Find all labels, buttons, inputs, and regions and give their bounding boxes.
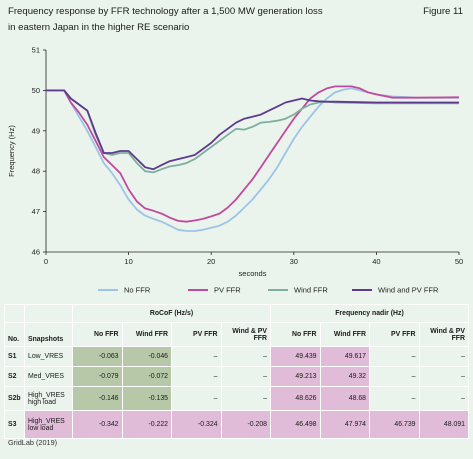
table-cell: –	[220, 366, 271, 387]
row-snapshot: High_VRES low load	[24, 410, 73, 439]
x-tick-label: 30	[290, 257, 298, 266]
row-id: S3	[4, 410, 25, 439]
legend-label-1: No FFR	[124, 286, 151, 295]
frequency-chart: 0 10 20 30 40 50 46 47 48 49 50 51 seconds Frequency …	[7, 46, 463, 295]
table-cell: -0.208	[220, 410, 271, 439]
y-axis-title: Frequency (Hz)	[7, 125, 16, 177]
table-cell: –	[369, 366, 420, 387]
col-snapshots-label: Snapshots	[24, 322, 73, 347]
table-row: S3 High_VRES low load -0.342 -0.222 -0.3…	[4, 410, 469, 439]
series-line-4	[46, 89, 459, 171]
table-cell: 46.498	[270, 410, 321, 439]
x-tick-label: 0	[44, 257, 48, 266]
figure-title: Frequency response by FFR technology aft…	[8, 4, 408, 36]
table-column-header-row: No. Snapshots No FFR Wind FFR PV FFR Win…	[4, 322, 469, 347]
col-nadir-pv-ffr: PV FFR	[369, 322, 420, 347]
row-id: S1	[4, 346, 25, 367]
table-cell: –	[171, 386, 222, 411]
table-cell: 49.617	[319, 346, 370, 367]
results-table: RoCoF (Hz/s) Frequency nadir (Hz) No. Sn…	[4, 304, 469, 439]
table-cell: –	[418, 386, 469, 411]
x-tick-label: 10	[124, 257, 132, 266]
legend-label-2: PV FFR	[214, 286, 241, 295]
row-id: S2b	[4, 386, 25, 411]
y-tick-label: 50	[32, 86, 40, 95]
y-tick-label: 48	[32, 167, 40, 176]
rocof-group-header: RoCoF (Hz/s)	[72, 304, 271, 323]
y-tick-label: 47	[32, 207, 40, 216]
figure-header: Frequency response by FFR technology aft…	[0, 0, 473, 42]
table-cell: -0.079	[72, 366, 123, 387]
table-cell: 49.32	[319, 366, 370, 387]
table-cell: -0.146	[72, 386, 123, 411]
nadir-group-header: Frequency nadir (Hz)	[270, 304, 469, 323]
table-row: S1 Low_VRES -0.063 -0.046 – – 49.439 49.…	[4, 346, 469, 367]
col-rocof-wind-pv-ffr: Wind & PV FFR	[220, 322, 271, 347]
table-cell: 48.091	[418, 410, 469, 439]
legend-label-4: Wind and PV FFR	[378, 286, 439, 295]
col-rocof-no-ffr: No FFR	[72, 322, 123, 347]
table-row: S2b High_VRES high load -0.146 -0.135 – …	[4, 386, 469, 411]
col-rocof-wind-ffr: Wind FFR	[121, 322, 172, 347]
table-cell: -0.222	[121, 410, 172, 439]
series-line-1	[46, 87, 459, 232]
table-cell: 46.739	[369, 410, 420, 439]
row-id: S2	[4, 366, 25, 387]
table-cell: –	[369, 386, 420, 411]
table-group-header-row: RoCoF (Hz/s) Frequency nadir (Hz)	[4, 304, 469, 323]
row-snapshot: Med_VRES	[24, 366, 73, 387]
series-line-2	[46, 85, 460, 223]
table-row: S2 Med_VRES -0.079 -0.072 – – 49.213 49.…	[4, 366, 469, 387]
table-cell: –	[220, 386, 271, 411]
table-cell: -0.063	[72, 346, 123, 367]
row-snapshot: Low_VRES	[24, 346, 73, 367]
table-cell: –	[418, 346, 469, 367]
table-cell: -0.046	[121, 346, 172, 367]
table-cell: –	[369, 346, 420, 367]
table-cell: -0.324	[171, 410, 222, 439]
x-axis-title: seconds	[239, 269, 267, 278]
table-cell: –	[418, 366, 469, 387]
table-cell: 47.974	[319, 410, 370, 439]
table-cell: 48.68	[319, 386, 370, 411]
x-tick-label: 40	[372, 257, 380, 266]
table-cell: –	[220, 346, 271, 367]
figure-title-line-2: in eastern Japan in the higher RE scenar…	[8, 22, 190, 33]
col-no-label: No.	[4, 322, 25, 347]
table-cell: 49.213	[270, 366, 321, 387]
y-tick-label: 51	[32, 46, 40, 55]
x-tick-label: 50	[455, 257, 463, 266]
source-note: GridLab (2019)	[8, 438, 58, 447]
table-cell: 49.439	[270, 346, 321, 367]
table-cell: -0.135	[121, 386, 172, 411]
table-cell: 48.626	[270, 386, 321, 411]
table-cell: –	[171, 346, 222, 367]
col-nadir-no-ffr: No FFR	[270, 322, 321, 347]
figure-title-line-1: Frequency response by FFR technology aft…	[8, 6, 323, 17]
col-no-header	[4, 304, 25, 323]
row-snapshot: High_VRES high load	[24, 386, 73, 411]
x-tick-label: 20	[207, 257, 215, 266]
col-rocof-pv-ffr: PV FFR	[171, 322, 222, 347]
table-cell: –	[171, 366, 222, 387]
col-nadir-wind-pv-ffr: Wind & PV FFR	[418, 322, 469, 347]
y-tick-label: 46	[32, 248, 40, 257]
table-cell: -0.342	[72, 410, 123, 439]
legend-label-3: Wind FFR	[294, 286, 328, 295]
y-tick-label: 49	[32, 126, 40, 135]
table-cell: -0.072	[121, 366, 172, 387]
figure-number: Figure 11	[423, 6, 463, 17]
col-nadir-wind-ffr: Wind FFR	[319, 322, 370, 347]
col-snapshots-header-spacer	[24, 304, 73, 323]
